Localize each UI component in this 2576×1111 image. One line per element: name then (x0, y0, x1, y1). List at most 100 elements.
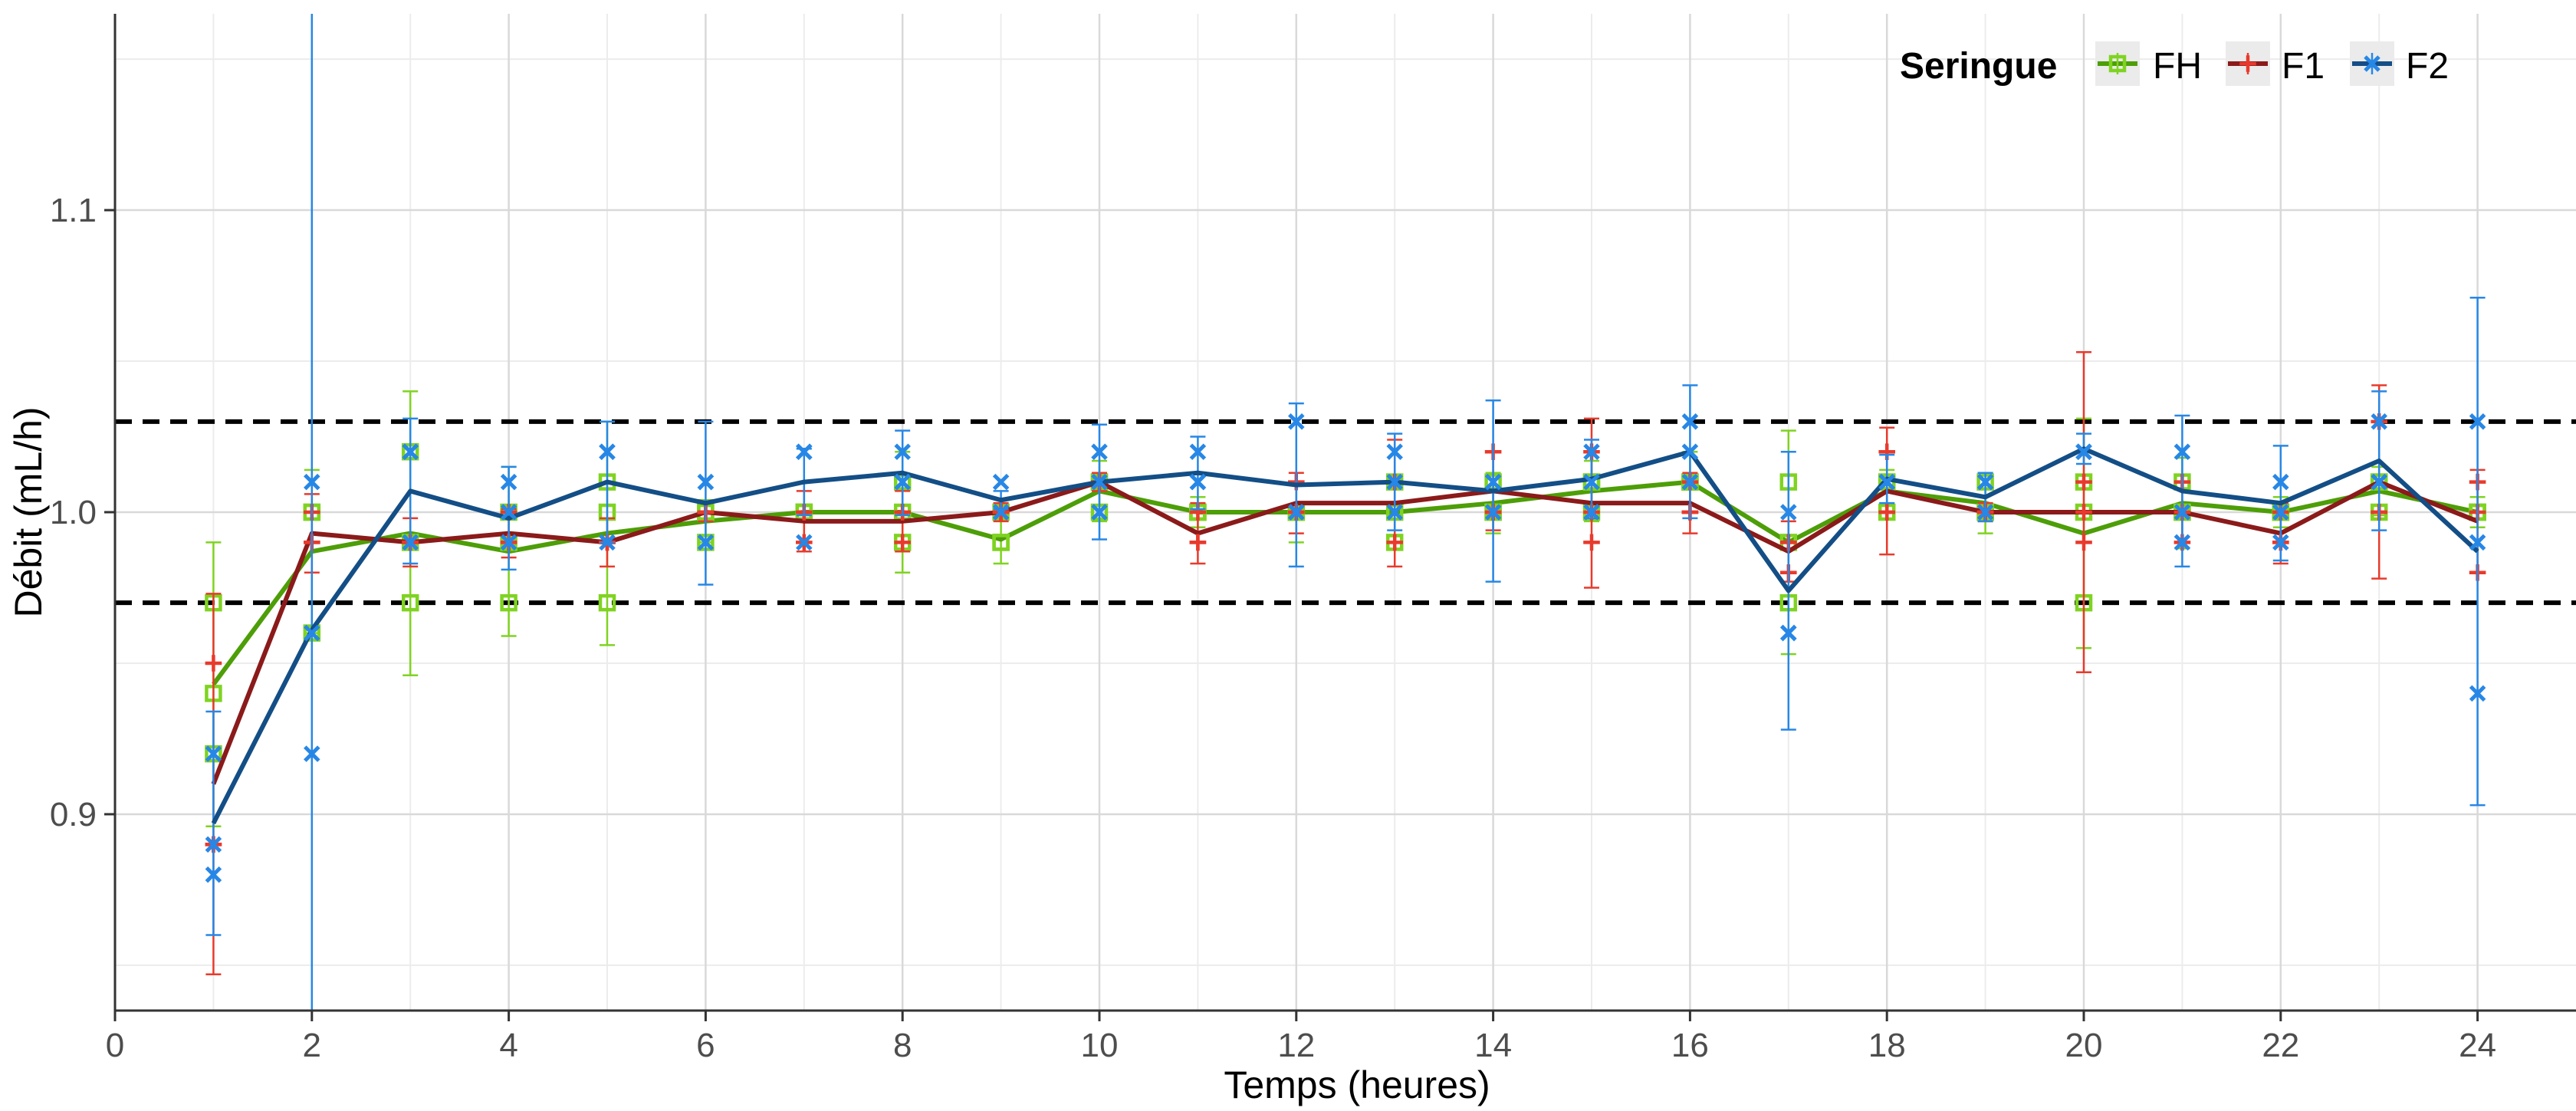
series-f2 (205, 14, 2486, 1011)
errorbar-f2 (2469, 297, 2486, 807)
legend-marker-fh (2108, 54, 2127, 73)
data-point-f2 (2174, 534, 2191, 551)
data-point-f2 (894, 473, 911, 491)
data-point-f2 (796, 443, 813, 460)
series-layer (205, 14, 2486, 1011)
data-point-f2 (1780, 624, 1797, 642)
x-tick-label: 8 (893, 1027, 912, 1064)
data-point-f2 (2272, 473, 2289, 491)
legend-label-fh: FH (2153, 46, 2202, 87)
legend-glyph-fh (2098, 53, 2137, 74)
data-point-f1 (894, 534, 911, 551)
x-tick-label: 2 (303, 1027, 321, 1064)
reference-lines (115, 419, 2576, 606)
data-point-f2 (1189, 443, 1207, 460)
data-point-f1 (1583, 534, 1600, 551)
data-point-f2 (2371, 473, 2387, 491)
data-point-f2 (205, 866, 222, 883)
data-point-f1 (1189, 534, 1207, 551)
data-point-f2 (500, 504, 518, 521)
data-point-f2 (205, 836, 222, 853)
data-point-f2 (2469, 685, 2486, 702)
data-point-f2 (2272, 534, 2289, 551)
data-point-f2 (2371, 413, 2387, 430)
data-point-fh (500, 593, 518, 612)
data-point-f2 (894, 443, 911, 460)
series-fh (205, 390, 2486, 827)
y-axis-ticks: 0.9 1.0 1.1 (50, 192, 115, 833)
data-point-f2 (1583, 473, 1600, 491)
legend: Seringue FH F1 F2 (1900, 41, 2449, 87)
x-tick-label: 22 (2262, 1027, 2299, 1064)
x-tick-label: 20 (2065, 1027, 2103, 1064)
data-point-f2 (1976, 473, 1994, 491)
data-point-f2 (1386, 443, 1403, 460)
x-tick-label: 18 (1868, 1027, 1906, 1064)
data-point-f2 (1189, 473, 1207, 491)
data-point-f2 (2469, 534, 2486, 551)
data-point-f2 (2174, 504, 2191, 521)
x-tick-label: 16 (1671, 1027, 1709, 1064)
data-point-f2 (205, 745, 222, 762)
legend-label-f2: F2 (2406, 46, 2449, 87)
data-point-f2 (2272, 504, 2289, 521)
data-point-f2 (2174, 443, 2191, 460)
data-point-f2 (1583, 504, 1600, 521)
y-axis-title: Débit (mL/h) (7, 406, 50, 617)
data-point-f2 (402, 534, 419, 551)
data-point-f2 (1681, 413, 1699, 430)
data-point-f2 (500, 473, 518, 491)
data-point-f2 (304, 473, 320, 491)
data-point-f2 (796, 534, 813, 551)
data-point-f2 (1091, 443, 1108, 460)
data-point-f2 (599, 534, 616, 551)
data-point-f2 (1091, 473, 1108, 491)
data-point-f2 (697, 534, 715, 551)
x-tick-label: 4 (499, 1027, 518, 1064)
data-point-f2 (599, 443, 616, 460)
data-point-f1 (1878, 504, 1895, 521)
data-point-f1 (205, 655, 222, 672)
data-point-f2 (1484, 504, 1502, 521)
data-point-fh (598, 593, 616, 612)
x-tick-label: 24 (2459, 1027, 2496, 1064)
data-point-f1 (2075, 534, 2092, 551)
x-tick-label: 10 (1081, 1027, 1119, 1064)
data-point-f2 (1583, 443, 1600, 460)
legend-item-f2: F2 (2350, 41, 2449, 87)
data-point-f2 (1091, 504, 1108, 521)
legend-marker-f1 (2239, 55, 2256, 72)
data-point-f2 (1681, 473, 1699, 491)
data-point-f2 (2469, 413, 2486, 430)
x-tick-label: 6 (696, 1027, 715, 1064)
data-point-f2 (992, 504, 1010, 521)
data-point-f1 (1386, 534, 1403, 551)
y-tick-label: 1.0 (50, 494, 97, 531)
data-point-f2 (697, 473, 715, 491)
data-point-f2 (1288, 504, 1305, 521)
data-point-f2 (1780, 504, 1797, 521)
legend-label-f1: F1 (2282, 46, 2325, 87)
x-axis-title: Temps (heures) (1224, 1063, 1490, 1106)
data-point-f2 (992, 473, 1010, 491)
y-tick-label: 1.1 (50, 192, 97, 229)
data-point-f2 (1386, 473, 1403, 491)
y-tick-label: 0.9 (50, 796, 97, 833)
legend-glyph-f1 (2228, 53, 2268, 74)
data-point-f2 (304, 745, 320, 762)
legend-item-f1: F1 (2226, 41, 2325, 87)
data-point-f2 (402, 443, 419, 460)
x-tick-label: 12 (1277, 1027, 1315, 1064)
data-point-f1 (2075, 473, 2092, 491)
data-point-f2 (304, 624, 320, 642)
data-point-f2 (1288, 413, 1305, 430)
data-point-f2 (1484, 473, 1502, 491)
data-point-fh (992, 534, 1010, 551)
series-line-f1 (211, 479, 2479, 785)
data-point-f2 (2075, 443, 2092, 460)
legend-item-fh: FH (2095, 41, 2202, 87)
legend-glyph-f2 (2352, 53, 2392, 74)
data-point-f2 (1386, 504, 1403, 521)
legend-marker-f2 (2364, 55, 2380, 72)
